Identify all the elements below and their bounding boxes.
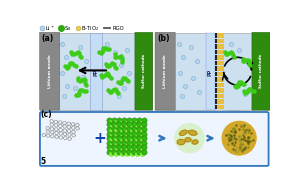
- Text: Lithium anode: Lithium anode: [163, 54, 167, 88]
- Bar: [217, 83, 224, 87]
- Bar: [215, 44, 217, 49]
- Text: B-TiO$_2$: B-TiO$_2$: [81, 24, 99, 33]
- Text: Li$^+$: Li$^+$: [45, 24, 55, 33]
- Bar: [215, 88, 217, 93]
- Bar: [215, 33, 217, 38]
- Circle shape: [175, 124, 204, 153]
- Text: Sulfur cathode: Sulfur cathode: [142, 54, 146, 88]
- FancyBboxPatch shape: [135, 32, 153, 110]
- Text: PP: PP: [208, 69, 213, 76]
- Polygon shape: [188, 130, 197, 135]
- Bar: [217, 105, 224, 109]
- Bar: [215, 39, 217, 43]
- Bar: [215, 61, 217, 65]
- Bar: [215, 72, 217, 76]
- Bar: [217, 99, 224, 104]
- Text: Lithium anode: Lithium anode: [48, 54, 52, 88]
- Bar: [217, 77, 224, 82]
- Bar: [217, 72, 224, 76]
- Text: RGO: RGO: [112, 26, 124, 31]
- Bar: [215, 66, 217, 71]
- Bar: [217, 88, 224, 93]
- Bar: [215, 105, 217, 109]
- Bar: [215, 99, 217, 104]
- FancyBboxPatch shape: [39, 32, 60, 110]
- Text: (c): (c): [40, 110, 51, 119]
- Text: (b): (b): [157, 34, 169, 43]
- Text: S$_8$: S$_8$: [64, 24, 71, 33]
- Bar: [217, 55, 224, 60]
- Text: (a): (a): [42, 34, 54, 43]
- FancyBboxPatch shape: [155, 32, 175, 110]
- Text: +: +: [93, 132, 106, 146]
- Bar: [215, 55, 217, 60]
- Bar: [155, 33, 268, 110]
- Bar: [217, 94, 224, 98]
- Polygon shape: [179, 130, 187, 135]
- Bar: [40, 33, 152, 110]
- Bar: [217, 33, 224, 38]
- Circle shape: [222, 121, 256, 155]
- Bar: [215, 77, 217, 82]
- Bar: [215, 50, 217, 54]
- Polygon shape: [177, 139, 185, 145]
- Bar: [215, 83, 217, 87]
- Bar: [217, 66, 224, 71]
- Bar: [215, 94, 217, 98]
- Text: PP: PP: [94, 69, 99, 76]
- Text: Sulfur cathode: Sulfur cathode: [259, 54, 263, 88]
- Bar: [90, 33, 102, 110]
- Bar: [217, 50, 224, 54]
- Bar: [217, 61, 224, 65]
- Polygon shape: [185, 138, 191, 142]
- Text: 5: 5: [41, 157, 46, 166]
- FancyBboxPatch shape: [252, 32, 270, 110]
- Bar: [217, 44, 224, 49]
- Bar: [217, 39, 224, 43]
- FancyBboxPatch shape: [40, 112, 268, 166]
- Bar: [206, 33, 215, 110]
- Polygon shape: [192, 140, 198, 144]
